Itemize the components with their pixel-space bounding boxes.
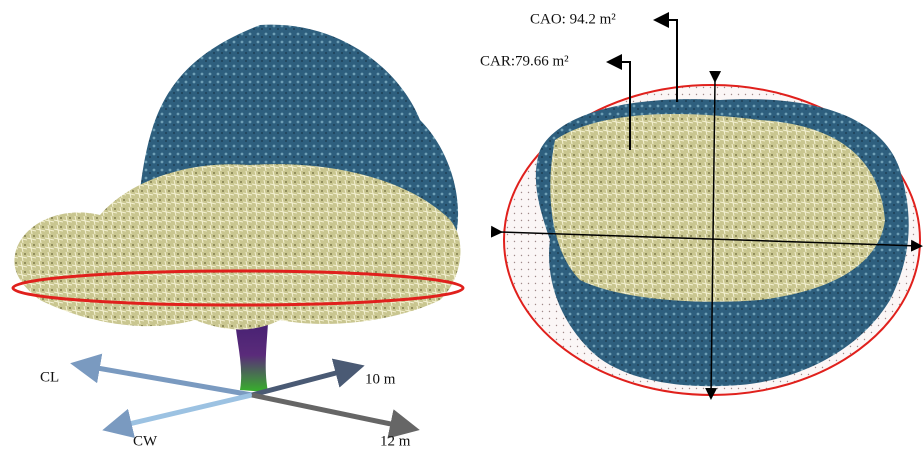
axis-label: CL [40, 369, 59, 385]
axis-label: 12 m [380, 433, 411, 449]
tree-side-view [13, 25, 463, 392]
tree-top-view [500, 20, 920, 397]
axis-label: CW [133, 433, 158, 449]
annotation: CAR:79.66 m² [480, 53, 569, 69]
annotation: CAO: 94.2 m² [530, 11, 616, 27]
axis-label: 10 m [365, 371, 396, 387]
figure: CL CW 10 m 12 m CAO: 94.2 m² CAR:79.66 m… [0, 0, 923, 452]
